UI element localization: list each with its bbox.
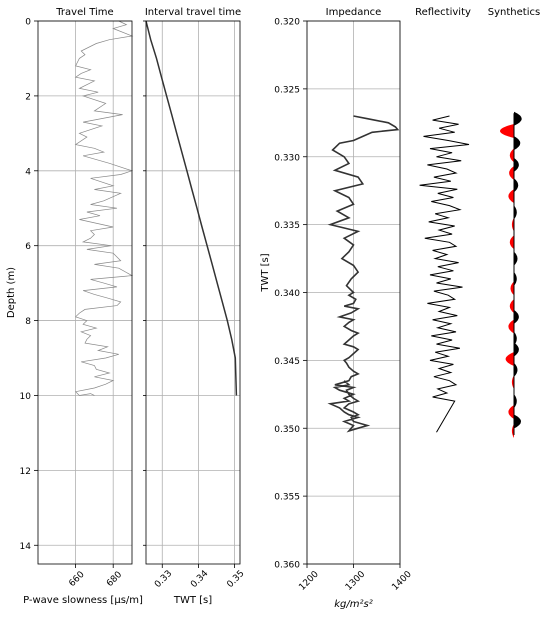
synthetic-wavelet [514, 394, 517, 409]
x-tick-label: 0.33 [153, 569, 174, 590]
impedance-series [327, 115, 400, 433]
x-axis-label: kg/m²s² [334, 599, 372, 610]
synthetic-wavelet [508, 404, 514, 419]
synthetic-wavelet [514, 251, 518, 266]
y-tick-label: 4 [25, 167, 31, 177]
y-tick-label: 0.360 [274, 561, 300, 571]
synthetic-wavelet [508, 189, 514, 204]
synthetic-wavelet [509, 148, 514, 163]
synthetic-wavelet [511, 375, 514, 390]
synthetic-wavelet [514, 111, 522, 126]
x-tick-label: 0.35 [225, 569, 246, 590]
plot-title: Interval travel time [145, 7, 241, 18]
y-tick-label: 0.340 [274, 289, 300, 299]
y-tick-label: 14 [20, 542, 32, 552]
x-axis-label: TWT [s] [173, 595, 212, 606]
plot-frame [37, 20, 133, 565]
x-tick-label: 0.34 [189, 569, 210, 590]
synthetic-wavelet [509, 166, 514, 181]
y-tick-label: 0 [25, 18, 31, 28]
x-tick-label: 1200 [297, 569, 320, 592]
y-tick-label: 0.350 [274, 425, 300, 435]
y-tick-label: 0.320 [274, 18, 300, 28]
synthetic-wavelet [514, 362, 518, 377]
synthetic-wavelet [508, 319, 514, 334]
y-tick-label: 2 [25, 92, 31, 102]
travel-time-series [74, 20, 134, 396]
y-tick-label: 0.325 [274, 85, 300, 95]
synthetic-wavelet [511, 217, 514, 232]
reflectivity-trace [419, 115, 470, 433]
synthetic-wavelet [514, 331, 517, 346]
plot-title: Synthetics [488, 7, 540, 18]
x-axis-label: P-wave slowness [μs/m] [23, 595, 143, 606]
synthetic-wavelet [505, 352, 514, 367]
x-tick-label: 680 [105, 570, 124, 589]
plot-title: Travel Time [55, 7, 113, 18]
synthetic-wavelet [514, 414, 521, 429]
y-tick-label: 0.330 [274, 153, 300, 163]
synthetic-wavelet [514, 157, 519, 172]
synthetic-wavelet [509, 299, 514, 314]
y-tick-label: 0.345 [274, 357, 300, 367]
y-axis-label: Depth (m) [6, 267, 17, 318]
y-tick-label: 0.335 [274, 221, 300, 231]
x-tick-label: 1300 [344, 569, 367, 592]
synthetic-wavelet [509, 235, 514, 250]
synthetic-wavelet [514, 136, 521, 151]
interval-travel-time-series [145, 20, 238, 396]
x-tick-label: 660 [67, 570, 86, 589]
y-axis-label: TWT [s] [260, 253, 271, 292]
synthetic-wavelet [514, 309, 519, 324]
plot-frame [306, 20, 401, 565]
plot-title: Impedance [326, 7, 382, 18]
y-tick-label: 10 [20, 392, 32, 402]
x-tick-label: 1400 [390, 569, 413, 592]
synthetic-wavelet [514, 342, 519, 357]
y-tick-label: 6 [25, 242, 31, 252]
plot-title: Reflectivity [415, 7, 471, 18]
synthetic-wavelet [511, 423, 514, 438]
synthetic-wavelet [510, 281, 514, 296]
y-tick-label: 8 [25, 317, 31, 327]
synthetic-wavelet [514, 178, 519, 193]
synthetic-wavelet [514, 271, 517, 286]
synthetic-wavelet [500, 123, 514, 138]
plot-frame [145, 20, 241, 565]
synthetic-wavelet [514, 205, 517, 220]
y-tick-label: 0.355 [274, 493, 300, 503]
y-tick-label: 12 [20, 467, 31, 477]
